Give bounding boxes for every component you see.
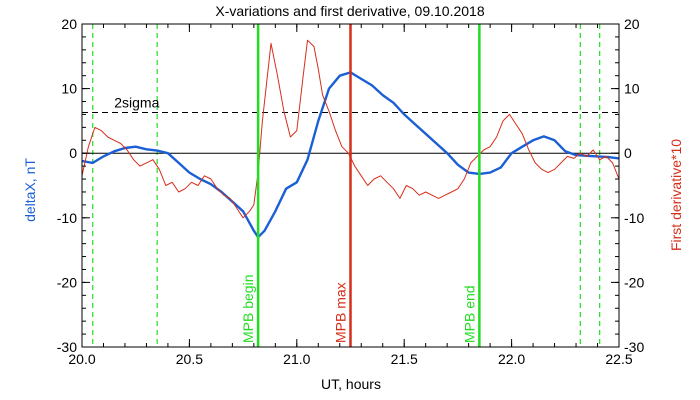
y-tick-label-right: -20 [624,274,644,290]
x-tick-label: 22.0 [498,351,525,367]
x-axis-label: UT, hours [321,376,381,392]
y-tick-label-left: -10 [57,210,77,226]
y-tick-label-left: 20 [61,16,77,32]
y-tick-label-right: -10 [624,210,644,226]
x-tick-label: 20.0 [68,351,95,367]
vline-label-mpb-begin: MPB begin [240,275,256,343]
y-axis-label-left: deltaX, nT [22,158,38,222]
y-tick-label-right: 0 [624,145,632,161]
vline-label-mpb-max: MPB max [333,282,349,343]
x-tick-label: 22.5 [605,351,632,367]
y-axis-label-right: First derivative*10 [668,139,684,251]
y-tick-label-left: 0 [69,145,77,161]
chart-title: X-variations and first derivative, 09.10… [215,3,484,19]
y-tick-label-right: -30 [624,339,644,355]
y-tick-label-left: -30 [57,339,77,355]
plot-frame [81,23,620,348]
vline-label-mpb-end: MPB end [461,285,477,343]
x-tick-label: 21.5 [391,351,418,367]
y-tick-label-left: -20 [57,274,77,290]
y-tick-label-right: 10 [624,81,640,97]
plot-area: 2sigma MPB begin MPB max MPB end 20.0 20.5 21.… [57,16,645,367]
deltaX-line [81,71,620,239]
x-tick-label: 21.0 [283,351,310,367]
sigma-label: 2sigma [114,95,159,111]
y-tick-label-right: 20 [624,16,640,32]
x-tick-label: 20.5 [176,351,203,367]
derivative-line [81,39,620,219]
y-tick-label-left: 10 [61,81,77,97]
